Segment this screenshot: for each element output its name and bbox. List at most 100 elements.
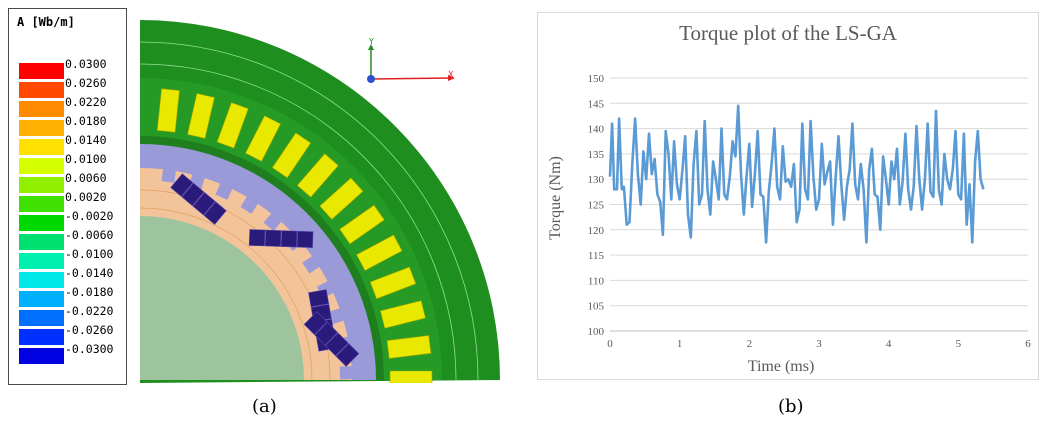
legend-value: 0.0100 [65, 152, 107, 166]
rotor-bar [161, 165, 177, 183]
coil-slot [296, 153, 339, 198]
legend-title: A [Wb/m] [17, 15, 75, 29]
legend-value: 0.0140 [65, 133, 107, 147]
x-tick-labels: 0 1 2 3 4 5 6 [607, 338, 1031, 350]
rotor-bar [339, 365, 357, 380]
magnet-segment [181, 182, 205, 207]
legend-swatch [19, 177, 64, 193]
x-tick-label: 0 [607, 338, 613, 350]
y-tick-label: 105 [588, 301, 605, 313]
legend-swatch [19, 120, 64, 136]
rotor-bar [215, 180, 234, 200]
rotor-bar [328, 307, 348, 325]
legend-row: 0.0140 [19, 133, 123, 155]
legend-swatch [19, 215, 64, 231]
magnet-segment [280, 230, 298, 248]
y-tick-label: 100 [588, 326, 605, 338]
axis-x-label: X [448, 70, 454, 79]
legend-swatch [19, 101, 64, 117]
coil-slot [156, 88, 180, 133]
legend-value: 0.0260 [65, 76, 107, 90]
legend-row: 0.0180 [19, 114, 123, 136]
legend-row: 0.0260 [19, 76, 123, 98]
legend-value: -0.0060 [65, 228, 114, 242]
legend-value: 0.0020 [65, 190, 107, 204]
coil-slot [216, 102, 249, 149]
magnet-segment [192, 191, 216, 216]
coil-slot [271, 132, 312, 179]
y-tick-label: 125 [588, 200, 605, 212]
field-legend: A [Wb/m] 0.0300 0.0260 0.0220 0.0180 0.0140 0… [8, 8, 127, 385]
x-axis-title: Time (ms) [748, 358, 815, 375]
coil-slot [369, 266, 417, 300]
legend-row: -0.0060 [19, 228, 123, 250]
magnet-segment [203, 201, 227, 225]
y-tick-label: 110 [588, 275, 605, 287]
y-tick-label: 120 [588, 225, 605, 237]
legend-value: 0.0060 [65, 171, 107, 185]
coil-slot [245, 115, 281, 162]
x-tick-label: 5 [956, 338, 962, 350]
legend-row: 0.0020 [19, 190, 123, 212]
shaft [140, 216, 304, 380]
coil-slot [339, 204, 385, 245]
y-tick-label: 145 [588, 98, 605, 110]
legend-swatch [19, 329, 64, 345]
legend-swatch [19, 139, 64, 155]
legend-row: -0.0180 [19, 285, 123, 307]
panel-label-a: (a) [252, 396, 277, 417]
coil-slot [380, 300, 426, 329]
legend-swatch [19, 348, 64, 364]
legend-row: -0.0220 [19, 304, 123, 326]
magnet-segment [296, 230, 314, 248]
fea-flux-plot: Y X [140, 20, 500, 383]
torque-plot-area: 100 105 110 115 120 125 130 135 140 145 150 0 1 2 3 4 5… [547, 73, 1031, 375]
legend-value: -0.0300 [65, 342, 114, 356]
magnet-segment [248, 229, 266, 247]
x-tick-label: 3 [816, 338, 822, 350]
coil-slot [389, 370, 433, 383]
magnet-segment [303, 311, 328, 336]
coil-slot [187, 93, 215, 139]
legend-row: -0.0140 [19, 266, 123, 288]
legend-row: 0.0100 [19, 152, 123, 174]
y-tick-label: 115 [588, 250, 605, 262]
magnet-segment [170, 173, 194, 197]
legend-value: -0.0140 [65, 266, 114, 280]
legend-value: -0.0220 [65, 304, 114, 318]
legend-swatch [19, 158, 64, 174]
torque-series-line [608, 104, 985, 244]
x-tick-label: 6 [1025, 338, 1031, 350]
legend-swatch [19, 82, 64, 98]
axis-y-label: Y [368, 37, 374, 46]
legend-swatch [19, 253, 64, 269]
y-axis-title: Torque (Nm) [547, 156, 564, 240]
magnet-segment [308, 289, 330, 308]
x-tick-label: 2 [747, 338, 753, 350]
rotor-bar [240, 193, 260, 214]
legend-row: -0.0300 [19, 342, 123, 364]
rotor-bar [263, 210, 284, 231]
magnet-segment [324, 332, 349, 357]
legend-swatch [19, 291, 64, 307]
legend-swatch [19, 234, 64, 250]
x-tick-label: 1 [677, 338, 683, 350]
legend-value: 0.0300 [65, 57, 107, 71]
legend-row: -0.0260 [19, 323, 123, 345]
legend-value: -0.0260 [65, 323, 114, 337]
legend-row: 0.0060 [19, 171, 123, 193]
coil-slot [386, 335, 432, 359]
magnet [248, 229, 314, 248]
coordinate-axes: Y X [367, 37, 455, 83]
legend-swatch [19, 63, 64, 79]
coil-slot [356, 234, 403, 271]
permanent-magnets [170, 173, 360, 367]
magnet [170, 173, 227, 225]
magnet-segment [335, 343, 360, 367]
legend-value: 0.0180 [65, 114, 107, 128]
legend-row: 0.0220 [19, 95, 123, 117]
rotor-bar [302, 253, 323, 274]
torque-chart: Torque plot of the LS-GA 100 105 110 115 120… [537, 12, 1039, 380]
legend-value: -0.0020 [65, 209, 114, 223]
legend-swatch [19, 310, 64, 326]
